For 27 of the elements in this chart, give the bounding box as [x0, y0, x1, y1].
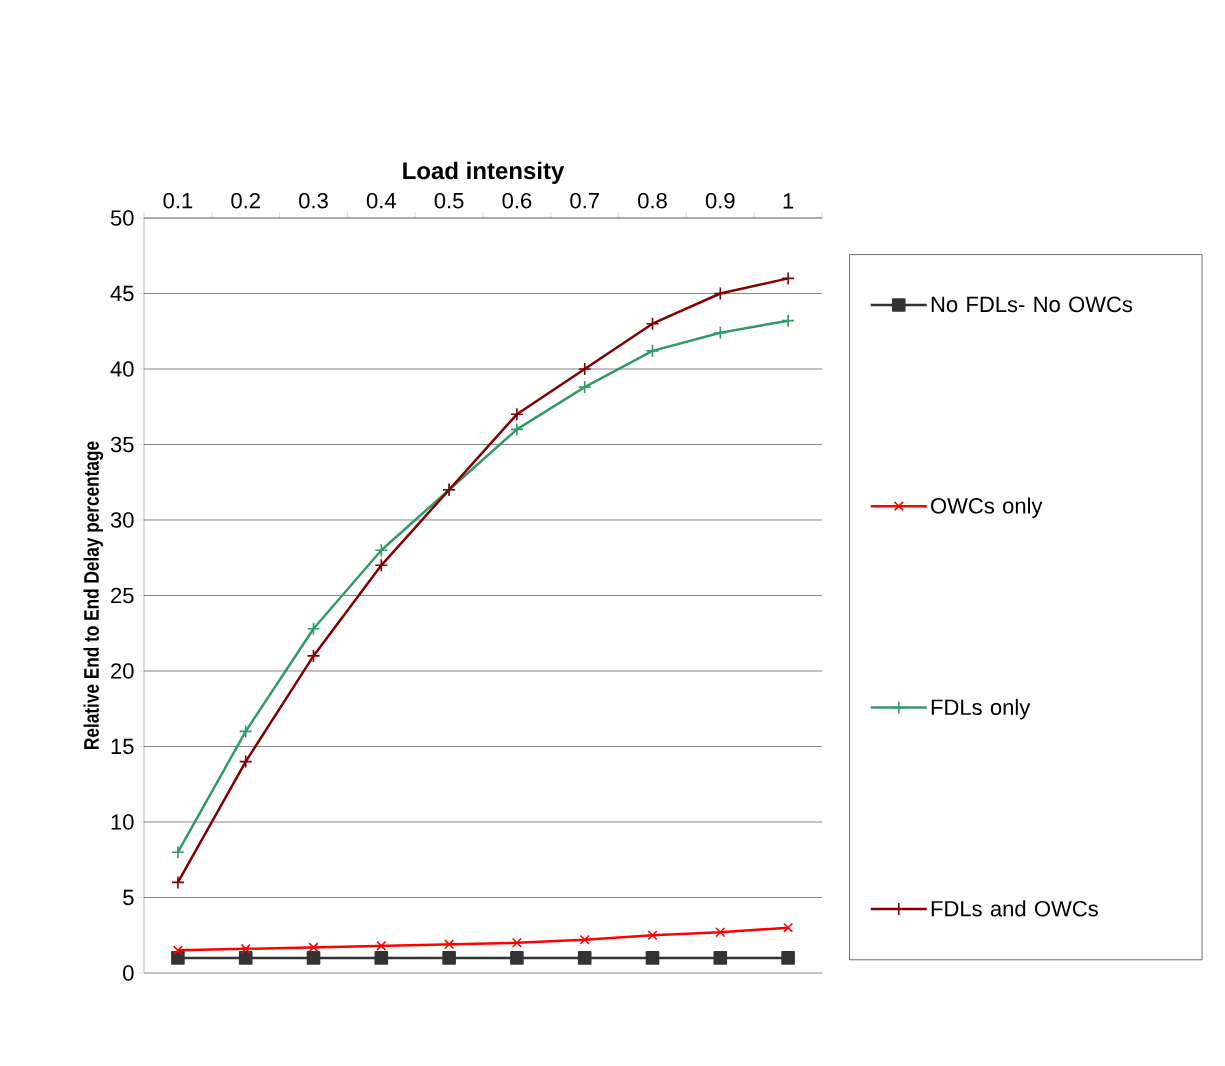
x-tick-label: 0.3	[299, 192, 328, 209]
y-tick-label: 10	[111, 814, 134, 830]
y-tick-label: 50	[110, 210, 134, 226]
x-axis-title: Load intensity	[403, 161, 565, 185]
legend-label: OWCs only	[931, 497, 1043, 518]
legend-label: FDLs only	[931, 698, 1031, 720]
y-tick-label: 20	[111, 663, 134, 679]
legend-label: No FDLs- No OWCs	[931, 296, 1133, 313]
y-tick-label: 0	[123, 965, 134, 981]
y-tick-label: 25	[111, 587, 134, 604]
y-tick-label: 40	[110, 361, 134, 377]
y-tick-label: 15	[111, 738, 134, 755]
x-tick-label: 1	[783, 193, 794, 209]
x-tick-label: 0.2	[231, 192, 260, 209]
y-tick-label: 35	[110, 436, 134, 453]
y-tick-label: 45	[110, 285, 134, 302]
y-tick-label: 5	[123, 889, 134, 906]
x-tick-label: 0.5	[434, 192, 464, 209]
x-tick-label: 0.4	[366, 192, 396, 209]
x-tick-label: 0.7	[570, 192, 599, 209]
x-tick-label: 0.6	[502, 192, 532, 209]
legend-label: FDLs and OWCs	[931, 900, 1098, 917]
y-axis-title: Relative End to End Delay percentage	[83, 441, 104, 749]
x-tick-label: 0.1	[163, 192, 193, 209]
x-tick-label: 0.9	[705, 192, 735, 209]
x-tick-label: 0.8	[638, 192, 667, 209]
y-tick-label: 30	[110, 512, 134, 528]
